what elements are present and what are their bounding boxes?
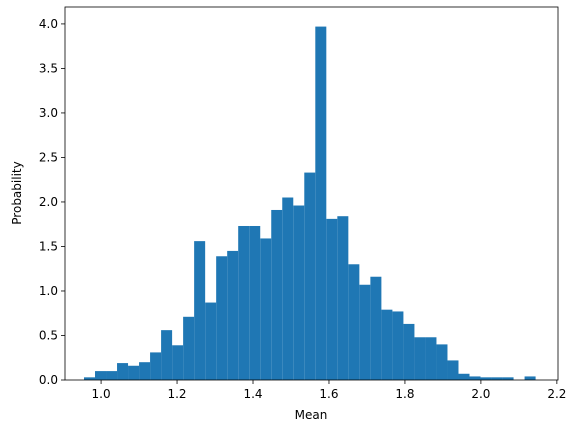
bar — [128, 365, 140, 380]
bar — [480, 377, 492, 380]
bar — [524, 376, 536, 380]
x-tick-label: 1.0 — [92, 387, 111, 401]
x-tick-label: 2.2 — [547, 387, 566, 401]
x-tick-label: 2.0 — [471, 387, 490, 401]
bar — [271, 209, 283, 380]
bar — [403, 323, 415, 380]
bar — [326, 218, 338, 380]
bar — [491, 377, 503, 380]
bar — [139, 362, 151, 380]
bar — [260, 238, 272, 380]
bar — [370, 276, 382, 380]
bar — [381, 309, 393, 380]
bar — [194, 241, 206, 380]
bar — [458, 373, 470, 380]
bar — [172, 345, 184, 380]
bar — [150, 352, 162, 380]
bar — [469, 376, 481, 380]
y-axis-label: Probability — [10, 161, 24, 224]
bar — [337, 216, 349, 380]
bar — [216, 256, 228, 380]
bar — [249, 225, 261, 380]
x-axis-label: Mean — [295, 408, 328, 422]
bar — [304, 172, 316, 380]
bar — [315, 26, 327, 381]
y-tick-label: 3.5 — [39, 61, 58, 75]
bar — [227, 250, 239, 380]
bar — [447, 360, 459, 380]
y-tick-label: 2.0 — [39, 195, 58, 209]
y-tick-label: 4.0 — [39, 17, 58, 31]
y-tick-label: 1.5 — [39, 239, 58, 253]
bar — [205, 302, 217, 380]
y-tick-label: 2.5 — [39, 150, 58, 164]
bar — [425, 337, 437, 380]
y-tick-label: 1.0 — [39, 284, 58, 298]
bar — [348, 264, 360, 380]
x-tick-label: 1.8 — [395, 387, 414, 401]
bar — [436, 344, 448, 380]
bar — [238, 225, 250, 380]
bar — [106, 371, 118, 380]
bar — [183, 316, 195, 380]
bar — [502, 377, 514, 380]
bar — [117, 363, 129, 380]
bar — [359, 284, 371, 380]
bar — [83, 377, 96, 380]
bar — [161, 330, 173, 380]
plot-frame — [64, 6, 559, 381]
x-tick-label: 1.2 — [167, 387, 186, 401]
y-tick-label: 3.0 — [39, 106, 58, 120]
y-tick-label: 0.5 — [39, 328, 58, 342]
bar — [95, 371, 107, 380]
x-tick-label: 1.4 — [243, 387, 262, 401]
y-tick-label: 0.0 — [39, 373, 58, 387]
x-tick-label: 1.6 — [319, 387, 338, 401]
bar — [282, 197, 294, 380]
bar — [392, 311, 404, 380]
bar — [293, 205, 305, 380]
bar — [414, 337, 426, 380]
